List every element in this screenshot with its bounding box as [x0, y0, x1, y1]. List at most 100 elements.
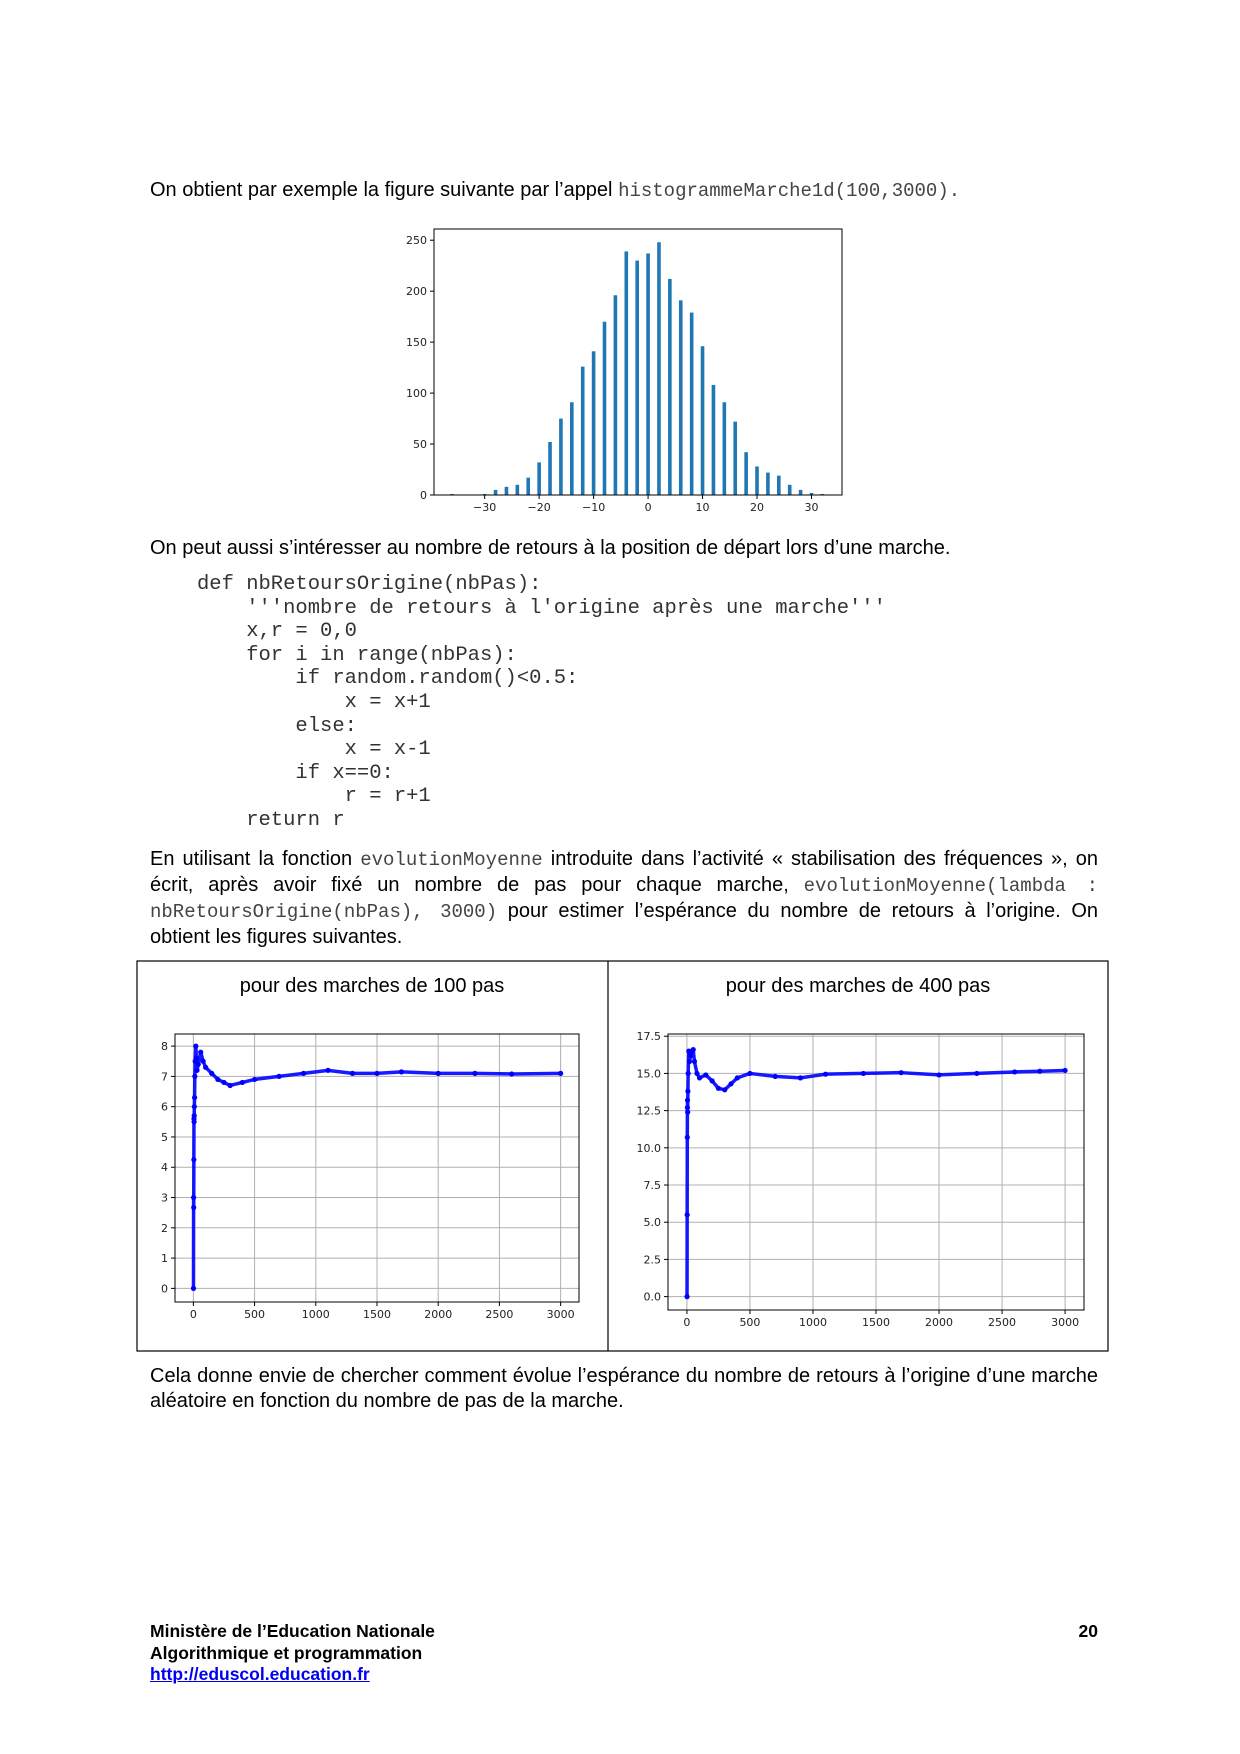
y-tick-label: 50 — [413, 438, 427, 451]
point — [300, 1070, 307, 1076]
point — [209, 1070, 215, 1076]
point — [198, 1049, 204, 1055]
plot-frame — [433, 228, 843, 496]
x-tick-label: 1000 — [799, 1316, 827, 1329]
bar — [777, 475, 781, 495]
bar — [635, 260, 639, 495]
code-line: else: — [197, 714, 357, 738]
point — [509, 1071, 515, 1077]
code-line: r = r+1 — [197, 785, 431, 809]
point — [772, 1073, 778, 1080]
y-tick-label: 10.0 — [637, 1142, 662, 1155]
bar — [548, 442, 552, 495]
figure-table — [136, 960, 1109, 1352]
x-tick-label: 2500 — [485, 1308, 513, 1321]
bar — [515, 484, 520, 495]
y-tick-label: 5 — [161, 1131, 168, 1144]
bar — [700, 346, 705, 495]
point — [684, 1294, 690, 1300]
point — [1012, 1069, 1018, 1075]
point — [191, 1119, 197, 1125]
bar — [482, 493, 487, 495]
footer-link[interactable]: http://eduscol.education.fr — [150, 1664, 370, 1684]
y-tick-label: 150 — [406, 336, 427, 349]
y-tick-label: 2 — [161, 1222, 168, 1235]
point — [728, 1081, 734, 1087]
intro-text: On obtient par exemple la figure suivant… — [150, 179, 613, 201]
footer: Ministère de l’Education Nationale Algor… — [150, 1621, 435, 1686]
point — [936, 1072, 942, 1078]
bar — [570, 402, 574, 495]
code-line: x = x-1 — [197, 738, 431, 762]
bar — [820, 493, 825, 495]
x-tick-label: 500 — [244, 1308, 265, 1321]
inline-code: evolutionMoyenne(lambda : nbRetoursOrigi… — [150, 875, 1098, 923]
point-trail — [191, 1044, 561, 1289]
y-tick-label: 0.0 — [644, 1291, 662, 1304]
point — [276, 1073, 282, 1079]
paragraph: En utilisant la fonction evolutionMoyenn… — [150, 847, 1098, 950]
bar — [559, 418, 563, 495]
point-trail — [685, 1047, 1066, 1297]
bar — [526, 477, 531, 495]
code-line: return r — [197, 808, 345, 832]
point — [191, 1113, 197, 1119]
point — [203, 1064, 209, 1070]
point — [685, 1070, 691, 1077]
bar — [646, 253, 650, 495]
point — [191, 1157, 197, 1163]
figure-caption: pour des marches de 400 pas — [725, 975, 991, 997]
point — [190, 1285, 197, 1291]
point — [703, 1072, 709, 1078]
bar — [602, 321, 607, 495]
bar — [537, 462, 541, 495]
bar — [798, 489, 803, 495]
y-tick-label: 100 — [406, 387, 427, 400]
point — [684, 1134, 690, 1141]
point — [374, 1070, 380, 1076]
y-tick-label: 2.5 — [644, 1253, 662, 1266]
y-tick-label: 7.5 — [644, 1179, 662, 1192]
paragraph: On peut aussi s’intéresser au nombre de … — [150, 537, 951, 559]
bar — [613, 295, 618, 495]
point — [349, 1070, 356, 1076]
page-number: 20 — [1078, 1621, 1098, 1641]
point — [215, 1076, 221, 1083]
point — [221, 1079, 227, 1086]
point — [685, 1109, 691, 1115]
text: pour estimer l’espérance du nombre de re… — [150, 900, 1099, 948]
point — [722, 1087, 728, 1093]
y-tick-label: 4 — [161, 1161, 168, 1174]
point — [797, 1075, 803, 1081]
point — [715, 1085, 722, 1091]
point — [193, 1055, 200, 1061]
point — [191, 1204, 197, 1211]
footer-line: Algorithmique et programmation — [150, 1642, 423, 1663]
figure-caption: pour des marches de 100 pas — [239, 975, 505, 997]
code-line: x = x+1 — [197, 690, 431, 714]
bar — [766, 472, 770, 495]
y-tick-label: 200 — [406, 285, 427, 298]
point — [251, 1076, 258, 1083]
x-tick-label: 0 — [683, 1316, 690, 1329]
bar — [591, 351, 596, 495]
code-line: if random.random()<0.5: — [197, 667, 579, 691]
point — [472, 1070, 478, 1076]
point — [195, 1061, 201, 1067]
bar — [504, 486, 509, 495]
point — [398, 1069, 405, 1075]
point — [200, 1058, 206, 1064]
point — [688, 1052, 694, 1059]
intro-code: histogrammeMarche1d(100,3000). — [618, 180, 961, 202]
bar — [689, 312, 694, 495]
point — [325, 1067, 331, 1073]
x-tick-label: 1500 — [862, 1316, 890, 1329]
bar — [678, 300, 683, 495]
code-block: def nbRetoursOrigine(nbPas): '''nombre d… — [197, 573, 886, 833]
x-tick-label: 2000 — [424, 1308, 452, 1321]
plot-frame — [174, 1033, 580, 1303]
bar — [580, 366, 585, 495]
x-tick-label: 1000 — [302, 1308, 330, 1321]
point — [239, 1079, 245, 1086]
